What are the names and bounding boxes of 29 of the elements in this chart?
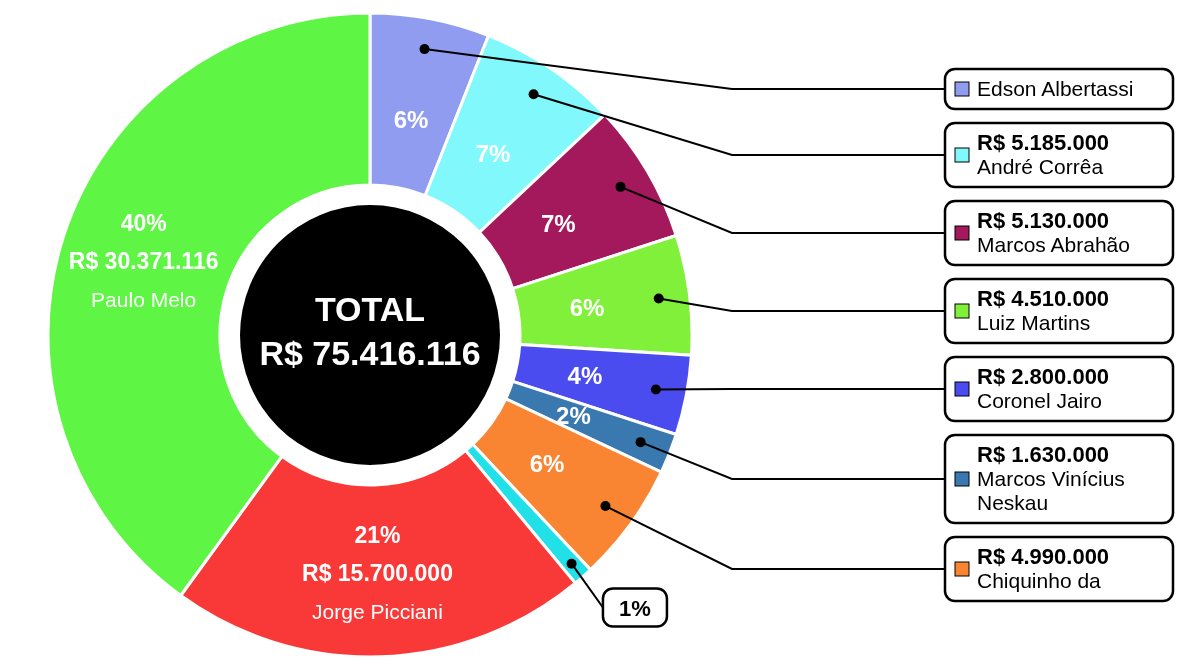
text: R$ 4.510.000 [977, 286, 1110, 311]
data-label: 2% [556, 401, 591, 429]
text: TOTAL [314, 290, 426, 328]
legend-label: Edson Albertassi [977, 77, 1134, 100]
legend-label: Marcos Vinícius Neskau [977, 467, 1125, 514]
text: R$ 75.416.116 [259, 334, 481, 372]
legend-label: André Corrêa [977, 155, 1104, 178]
legend-label: Coronel Jairo [977, 389, 1102, 412]
slice-label: Paulo Melo [91, 288, 197, 312]
data-label: 21% [354, 521, 401, 548]
data-label: 7% [475, 140, 511, 168]
text: R$ 4.990.000 [977, 544, 1110, 569]
text: R$ 5.130.000 [977, 208, 1110, 233]
text: R$ 5.185.000 [977, 130, 1110, 155]
data-label: 6% [569, 293, 605, 321]
data-label: 1% [619, 595, 651, 621]
legend-label: Marcos Abrahão [977, 233, 1130, 256]
data-label: 4% [567, 362, 603, 389]
text: R$ 15.700.000 [302, 559, 453, 586]
data-label: 6% [393, 106, 429, 134]
text: R$ 30.371.116 [68, 248, 219, 275]
text: R$ 2.800.000 [977, 364, 1110, 389]
legend-label: Luiz Martins [977, 311, 1091, 334]
data-label: 40% [120, 210, 167, 237]
slice-label: Jorge Picciani [312, 599, 443, 623]
text: R$ 1.630.000 [977, 442, 1110, 467]
data-label: 6% [529, 449, 565, 477]
data-label: 7% [540, 209, 576, 237]
legend-label: Chiquinho da [977, 569, 1102, 592]
